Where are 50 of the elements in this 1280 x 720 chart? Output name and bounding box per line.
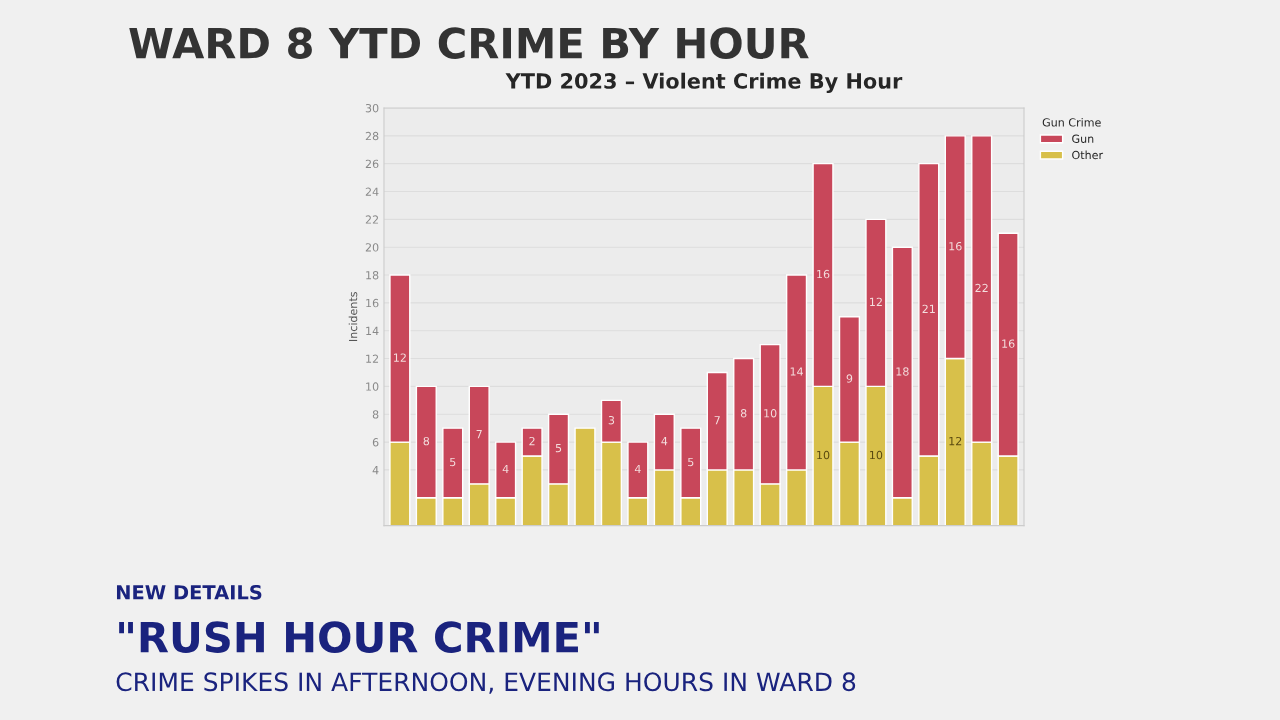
data-label: 4 [661,437,668,446]
data-label: 14 [790,367,804,376]
text: "RUSH HOUR CRIME" [119,621,599,653]
data-label: 10 [817,450,830,460]
y-tick-label: 26 [365,159,379,169]
data-label: 18 [896,367,909,376]
y-tick-label: 24 [365,187,379,196]
y-tick-label: 10 [366,382,379,391]
data-label: 10 [870,450,883,460]
y-tick-label: 12 [366,354,379,363]
y-tick-label: 4 [372,466,379,475]
y-tick-label: 22 [365,215,379,224]
data-label: 16 [817,269,830,279]
text: CRIME SPIKES IN AFTERNOON, EVENING HOURS IN WARD 8 [116,672,856,694]
data-label: 5 [450,457,456,467]
data-label: 22 [975,283,988,293]
data-label: 2 [529,436,535,446]
y-tick-label: 6 [372,438,379,447]
data-label: 8 [740,409,747,418]
chart-subtitle: YTD 2023 – Violent Crime By Hour [505,72,903,94]
y-tick-label: 8 [372,410,379,419]
data-label: 5 [688,457,694,467]
y-tick-label: 28 [365,131,379,141]
data-label: 16 [1002,339,1015,348]
bar [574,427,596,526]
y-axis-title: Incidents [348,292,358,342]
y-tick-label: 14 [366,326,379,335]
data-label: 4 [634,464,641,473]
legend-label: Other [1072,150,1104,160]
data-label: 10 [764,409,777,418]
data-label: 8 [423,436,430,446]
data-label: 7 [714,416,720,425]
y-tick-label: 18 [366,271,379,280]
data-label: 21 [922,304,935,313]
legend-title: Gun Crime [1042,118,1101,127]
legend-label: Gun [1072,134,1094,143]
data-label: 9 [846,374,853,383]
data-label: 7 [476,430,482,439]
data-label: 4 [502,464,509,473]
data-label: 3 [608,416,615,425]
y-tick-label: 30 [365,103,379,113]
data-label: 12 [949,436,962,446]
data-label: 12 [394,353,406,362]
text: NEW DETAILS [116,584,262,600]
data-label: 5 [555,444,562,453]
data-label: 12 [870,297,882,306]
chart-title: WARD 8 YTD CRIME BY HOUR [129,27,809,59]
y-tick-label: 16 [366,298,379,308]
y-tick-label: 20 [365,243,379,252]
data-label: 16 [949,242,962,251]
